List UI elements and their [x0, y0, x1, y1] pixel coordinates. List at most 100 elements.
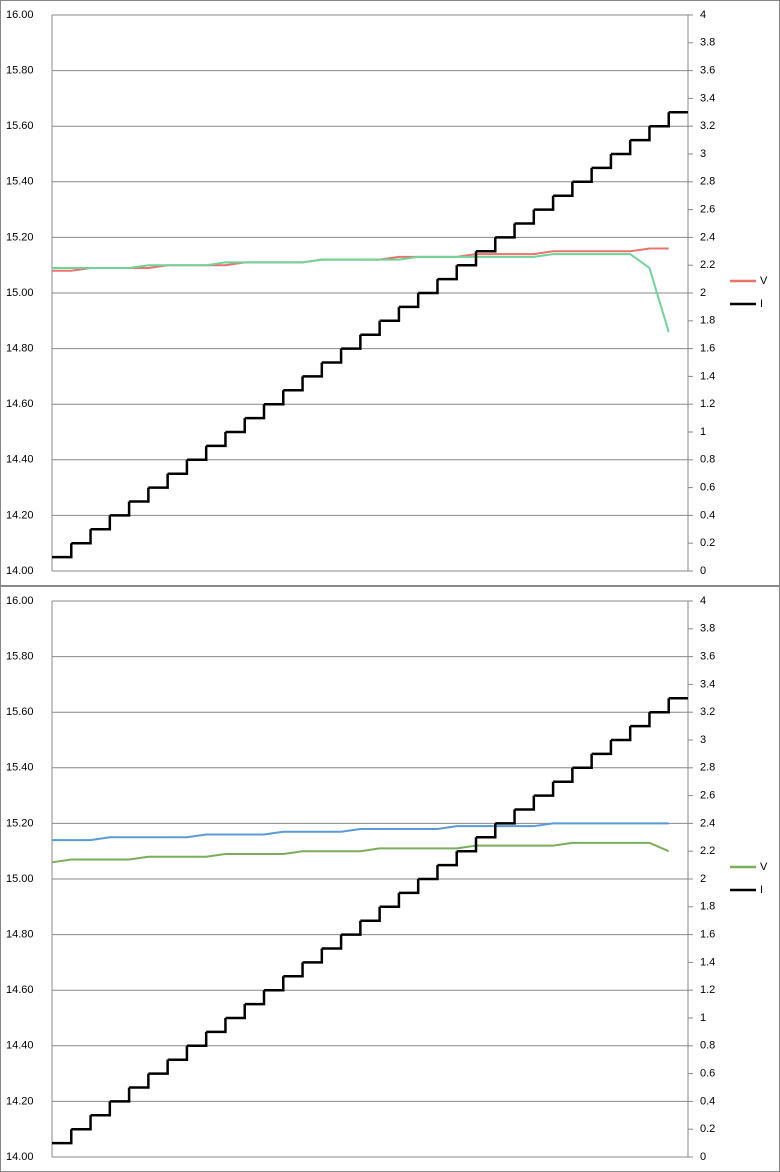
step-segment: [476, 823, 497, 839]
y2-tick-label: 0.4: [700, 1095, 715, 1107]
step-segment: [186, 445, 208, 462]
step-segment: [52, 1129, 73, 1145]
y2-tick-label: 2.8: [700, 762, 715, 774]
step-segment: [264, 976, 285, 992]
y2-tick-label: 1.8: [700, 315, 715, 327]
step-segment: [456, 251, 478, 267]
y2-tick-label: 0.2: [700, 1123, 715, 1135]
step-segment: [302, 948, 324, 964]
series-line: [51, 841, 670, 864]
step-segment: [610, 140, 632, 156]
step-segment: [418, 865, 439, 881]
step-segment: [630, 712, 651, 728]
y2-tick-label: 0: [700, 1151, 706, 1163]
y2-tick-label: 2: [700, 287, 706, 299]
y-tick-label: 15.20: [6, 817, 34, 829]
step-segment: [244, 404, 266, 420]
y-tick-label: 15.40: [6, 176, 34, 188]
y2-tick-label: 1.2: [700, 398, 715, 410]
step-segment: [514, 209, 536, 225]
y-tick-label: 14.40: [6, 1040, 34, 1052]
step-segment: [90, 1101, 112, 1117]
y-tick-label: 14.40: [6, 454, 34, 466]
step-segment: [186, 1031, 208, 1048]
step-segment: [553, 181, 574, 197]
y-tick-label: 14.80: [6, 343, 34, 355]
step-segment: [206, 432, 227, 448]
step-segment: [71, 1115, 92, 1131]
y2-tick-label: 3.6: [700, 65, 715, 77]
step-segment: [109, 1087, 131, 1103]
legend-label: V: [760, 861, 768, 873]
step-segment: [379, 892, 401, 909]
step-segment: [225, 1004, 246, 1020]
y2-tick-label: 1: [700, 1012, 706, 1024]
step-segment: [437, 265, 458, 281]
y-tick-label: 15.40: [6, 762, 34, 774]
step-segment: [225, 418, 246, 434]
step-segment: [283, 376, 304, 392]
y-tick-label: 14.80: [6, 929, 34, 941]
y2-tick-label: 0: [700, 565, 706, 577]
y2-tick-label: 0.6: [700, 1068, 715, 1080]
step-segment: [71, 529, 92, 545]
y-tick-label: 15.80: [6, 651, 34, 663]
y2-tick-label: 1.4: [700, 956, 715, 968]
y2-tick-label: 3.6: [700, 651, 715, 663]
step-segment: [129, 1073, 150, 1089]
y2-tick-label: 1.2: [700, 984, 715, 996]
step-segment: [533, 195, 555, 211]
step-segment: [398, 879, 420, 895]
y-tick-label: 15.80: [6, 65, 34, 77]
series-line: [52, 822, 669, 842]
y2-tick-label: 2.4: [700, 817, 715, 829]
y2-tick-label: 1.6: [700, 343, 715, 355]
step-segment: [360, 320, 381, 336]
step-segment: [495, 809, 516, 825]
step-segment: [129, 487, 150, 503]
legend-label: I: [760, 884, 763, 896]
y2-tick-label: 0.6: [700, 482, 715, 494]
y-tick-label: 15.60: [6, 120, 34, 132]
y2-tick-label: 1.8: [700, 901, 715, 913]
step-segment: [591, 740, 613, 756]
step-segment: [167, 459, 189, 475]
step-segment: [630, 126, 651, 142]
y2-tick-label: 2.6: [700, 204, 715, 216]
y-tick-label: 14.00: [6, 1151, 34, 1163]
step-segment: [649, 112, 670, 128]
step-segment: [148, 473, 169, 489]
y2-tick-label: 0.4: [700, 509, 715, 521]
step-segment: [302, 362, 324, 378]
step-segment: [321, 348, 343, 364]
y-tick-label: 15.20: [6, 231, 34, 243]
y2-tick-label: 3.4: [700, 678, 715, 690]
step-segment: [167, 1045, 189, 1061]
y2-tick-label: 3.4: [700, 92, 715, 104]
y2-tick-label: 0.8: [700, 1040, 715, 1052]
y2-tick-label: 1: [700, 426, 706, 438]
step-segment: [109, 501, 131, 517]
y2-tick-label: 2.8: [700, 176, 715, 188]
step-segment: [379, 306, 401, 323]
step-segment: [418, 279, 439, 295]
y-tick-label: 15.00: [6, 287, 34, 299]
y-tick-label: 14.20: [6, 1095, 34, 1107]
y-tick-label: 14.00: [6, 565, 34, 577]
step-segment: [514, 795, 536, 811]
step-segment: [264, 390, 285, 406]
step-segment: [456, 837, 478, 853]
y2-tick-label: 3.2: [700, 120, 715, 132]
y2-tick-label: 1.6: [700, 929, 715, 941]
y2-tick-label: 3.8: [700, 623, 715, 635]
y2-tick-label: 3.2: [700, 706, 715, 718]
step-segment: [649, 698, 670, 714]
legend-label: V: [760, 275, 768, 287]
y2-tick-label: 0.2: [700, 537, 715, 549]
step-segment: [610, 726, 632, 742]
y-tick-label: 14.20: [6, 509, 34, 521]
y2-tick-label: 2: [700, 873, 706, 885]
step-segment: [148, 1059, 169, 1075]
